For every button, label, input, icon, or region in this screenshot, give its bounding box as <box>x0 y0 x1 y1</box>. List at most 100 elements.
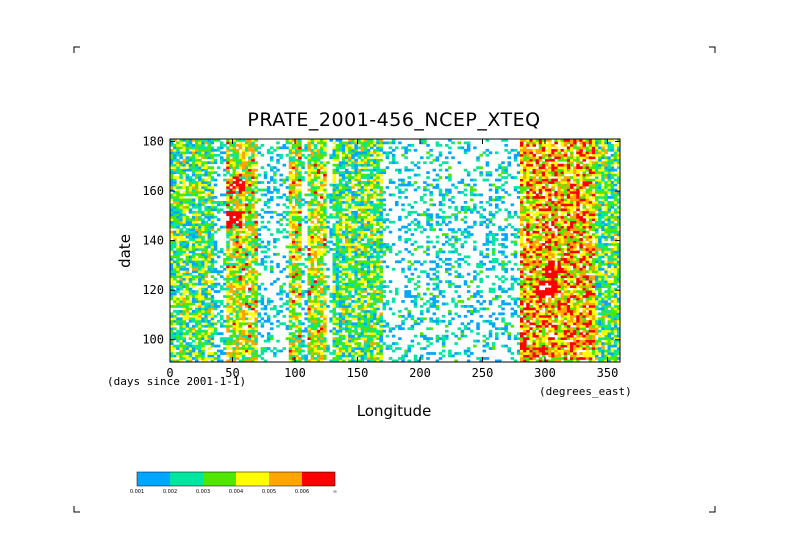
heatmap-cell <box>566 262 571 266</box>
heatmap-cell <box>448 257 452 261</box>
heatmap-cell <box>516 297 521 301</box>
heatmap-cell <box>201 267 205 271</box>
heatmap-cell <box>220 265 224 269</box>
heatmap-cell <box>495 233 499 236</box>
heatmap-cell <box>554 282 558 286</box>
heatmap-cell <box>563 240 568 244</box>
heatmap-cell <box>604 292 608 296</box>
heatmap-cell <box>179 354 183 358</box>
heatmap-cell <box>476 327 480 331</box>
heatmap-cell <box>476 357 480 360</box>
heatmap-cell <box>604 327 608 331</box>
heatmap-cell <box>329 228 333 231</box>
heatmap-cell <box>579 342 583 345</box>
heatmap-cell <box>566 272 571 276</box>
heatmap-cell <box>182 317 187 321</box>
heatmap-cell <box>185 327 190 331</box>
heatmap-cell <box>360 317 365 321</box>
heatmap-cell <box>557 228 562 231</box>
heatmap-cell <box>232 354 237 358</box>
heatmap-cell <box>560 228 565 231</box>
heatmap-cell <box>273 352 277 355</box>
heatmap-cell <box>432 287 437 291</box>
heatmap-cell <box>604 337 608 340</box>
heatmap-cell <box>170 347 174 350</box>
heatmap-cell <box>466 305 471 308</box>
heatmap-cell <box>226 220 230 224</box>
heatmap-cell <box>526 309 530 313</box>
heatmap-cell <box>270 300 274 303</box>
heatmap-cell <box>523 359 527 363</box>
heatmap-cell <box>538 327 543 331</box>
heatmap-cell <box>241 238 246 241</box>
heatmap-cell <box>479 270 483 274</box>
heatmap-cell <box>460 257 465 261</box>
heatmap-cell <box>557 233 562 236</box>
heatmap-cell <box>351 248 355 251</box>
heatmap-cell <box>207 252 212 256</box>
heatmap-cell <box>482 357 487 360</box>
heatmap-cell <box>254 300 258 303</box>
heatmap-cell <box>548 230 552 234</box>
heatmap-cell <box>438 228 443 231</box>
heatmap-cell <box>529 233 533 236</box>
heatmap-cell <box>488 220 493 224</box>
heatmap-cell <box>373 347 377 350</box>
heatmap-cell <box>557 329 562 333</box>
heatmap-cell <box>204 305 208 308</box>
heatmap-cell <box>529 277 533 281</box>
heatmap-cell <box>591 277 596 281</box>
heatmap-cell <box>304 265 308 269</box>
heatmap-cell <box>179 295 183 298</box>
heatmap-cell <box>345 257 349 261</box>
heatmap-cell <box>241 257 246 261</box>
heatmap-cell <box>313 344 318 348</box>
heatmap-cell <box>363 319 368 323</box>
heatmap-cell <box>404 354 408 358</box>
heatmap-cell <box>332 285 337 288</box>
heatmap-cell <box>520 317 524 321</box>
heatmap-cell <box>179 297 183 301</box>
heatmap-cell <box>566 230 571 234</box>
heatmap-cell <box>198 248 202 251</box>
heatmap-cell <box>545 287 549 291</box>
heatmap-cell <box>370 277 374 281</box>
heatmap-cell <box>323 252 327 256</box>
heatmap-cell <box>254 257 258 261</box>
heatmap-cell <box>248 357 252 360</box>
heatmap-cell <box>329 359 333 363</box>
heatmap-cell <box>266 228 271 231</box>
heatmap-cell <box>432 305 437 308</box>
heatmap-cell <box>601 223 605 227</box>
heatmap-cell <box>535 354 540 358</box>
heatmap-cell <box>382 305 387 308</box>
heatmap-cell <box>366 349 371 353</box>
heatmap-cell <box>288 334 293 338</box>
heatmap-cell <box>610 309 615 313</box>
heatmap-cell <box>213 215 218 219</box>
heatmap-cell <box>313 255 318 259</box>
heatmap-cell <box>366 245 371 249</box>
heatmap-cell <box>291 218 296 222</box>
heatmap-cell <box>545 255 549 259</box>
heatmap-cell <box>323 327 327 331</box>
heatmap-cell <box>454 250 458 254</box>
heatmap-cell <box>532 292 537 296</box>
heatmap-cell <box>563 329 568 333</box>
heatmap-cell <box>545 248 549 251</box>
heatmap-cell <box>604 280 608 284</box>
heatmap-cell <box>348 339 352 343</box>
heatmap-cell <box>348 319 352 323</box>
heatmap-cell <box>320 260 324 264</box>
heatmap-cell <box>379 354 383 358</box>
heatmap-cell <box>188 262 193 266</box>
heatmap-cell <box>307 347 312 350</box>
heatmap-cell <box>416 275 421 279</box>
heatmap-cell <box>198 317 202 321</box>
heatmap-cell <box>373 245 377 249</box>
heatmap-cell <box>579 295 583 298</box>
heatmap-cell <box>198 240 202 244</box>
heatmap-cell <box>182 272 187 276</box>
heatmap-cell <box>173 359 177 363</box>
heatmap-cell <box>251 354 255 358</box>
